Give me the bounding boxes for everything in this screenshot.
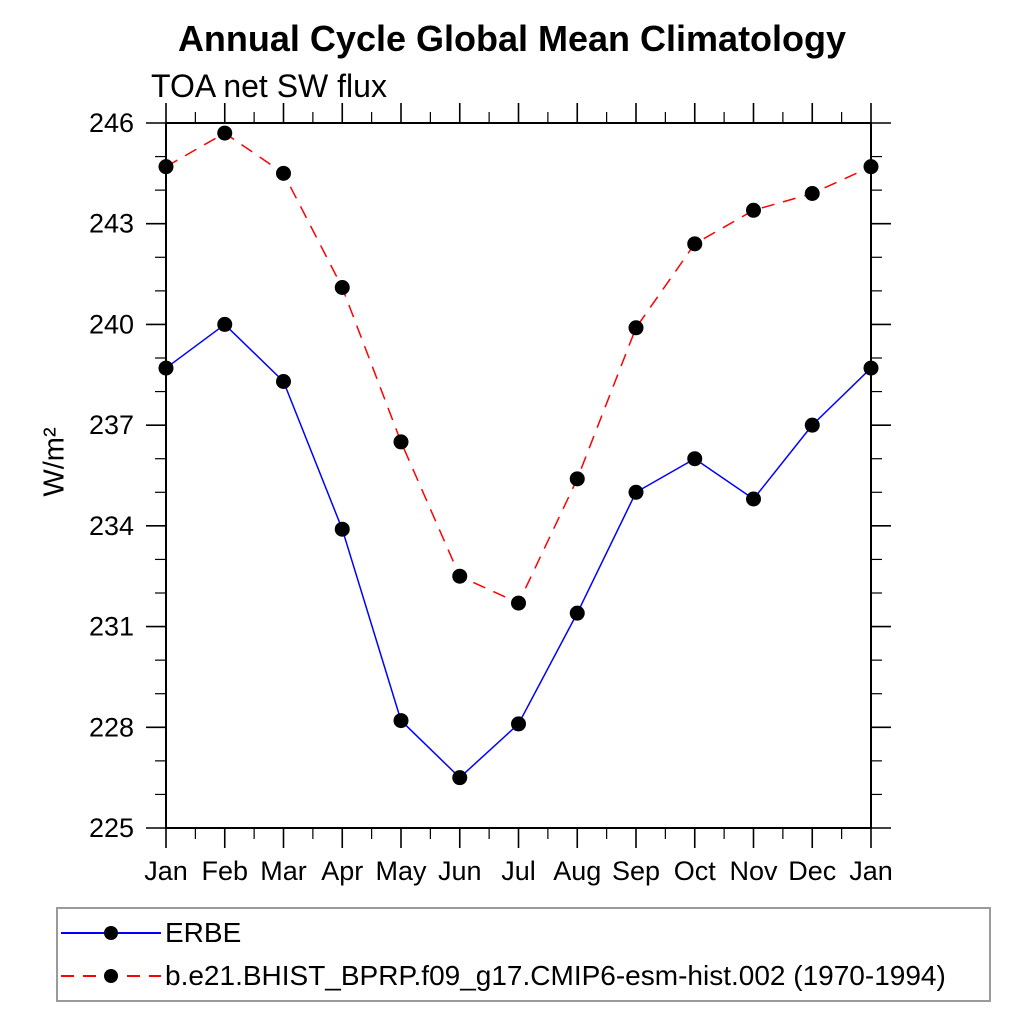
data-point-marker (217, 125, 233, 141)
data-point-marker (687, 451, 703, 467)
data-point-marker (804, 417, 820, 433)
x-tick-label: Dec (788, 856, 836, 886)
x-tick-label: Jun (438, 856, 482, 886)
data-point-marker (804, 186, 820, 201)
data-point-marker (628, 320, 644, 336)
legend-line-sample-solid (61, 926, 161, 941)
data-point-marker (452, 770, 468, 786)
data-point-marker (628, 484, 644, 500)
y-tick-label: 234 (89, 511, 134, 541)
data-point-marker (863, 360, 879, 376)
data-point-marker (746, 491, 761, 507)
series-line-0 (165, 323, 872, 779)
chart-title: Annual Cycle Global Mean Climatology (177, 18, 847, 59)
data-point-marker (217, 316, 233, 332)
legend-marker-dot (104, 968, 118, 983)
data-point-marker (569, 605, 585, 621)
legend-label: ERBE (165, 917, 242, 949)
x-tick-label: Jan (849, 856, 893, 886)
data-point-marker (452, 568, 468, 584)
y-tick-label: 237 (89, 410, 134, 440)
x-tick-label: Feb (201, 856, 248, 886)
legend-box: ERBE b.e21.BHIST_BPRP.f09_g17.CMIP6-esm-… (56, 907, 991, 1002)
chart-subtitle: TOA net SW flux (151, 68, 387, 104)
data-point-marker (158, 360, 174, 376)
x-tick-label: Nov (729, 856, 778, 886)
y-tick-label: 225 (89, 813, 134, 843)
data-point-marker (511, 595, 526, 611)
x-tick-label: May (375, 856, 427, 886)
x-tick-label: Jan (144, 856, 188, 886)
x-tick-label: Mar (260, 856, 307, 886)
data-point-marker (276, 374, 291, 389)
y-tick-label: 231 (89, 612, 134, 642)
x-tick-label: Oct (674, 856, 717, 886)
data-point-marker (511, 716, 526, 732)
x-tick-label: Jul (501, 856, 536, 886)
legend-line-sample-dashed (61, 968, 161, 983)
y-tick-label: 246 (89, 108, 134, 138)
y-tick-label: 240 (89, 309, 134, 339)
data-point-marker (687, 236, 703, 252)
data-point-marker (569, 471, 585, 487)
data-point-marker (334, 521, 350, 537)
series-line-1 (165, 132, 872, 605)
data-point-marker (863, 159, 879, 175)
x-tick-label: Aug (553, 856, 601, 886)
y-tick-label: 243 (89, 209, 134, 239)
data-point-marker (158, 159, 174, 175)
legend-item-model: b.e21.BHIST_BPRP.f09_g17.CMIP6-esm-hist.… (61, 956, 989, 996)
data-point-marker (393, 713, 409, 729)
legend-marker-dot (104, 926, 118, 941)
x-tick-label: Apr (321, 856, 363, 886)
legend-label: b.e21.BHIST_BPRP.f09_g17.CMIP6-esm-hist.… (165, 959, 946, 991)
data-point-marker (334, 280, 350, 295)
legend-item-erbe: ERBE (61, 913, 989, 953)
data-point-marker (393, 434, 409, 450)
y-tick-label: 228 (89, 712, 134, 742)
data-point-marker (746, 202, 761, 218)
data-point-marker (276, 165, 291, 181)
x-tick-label: Sep (612, 856, 660, 886)
